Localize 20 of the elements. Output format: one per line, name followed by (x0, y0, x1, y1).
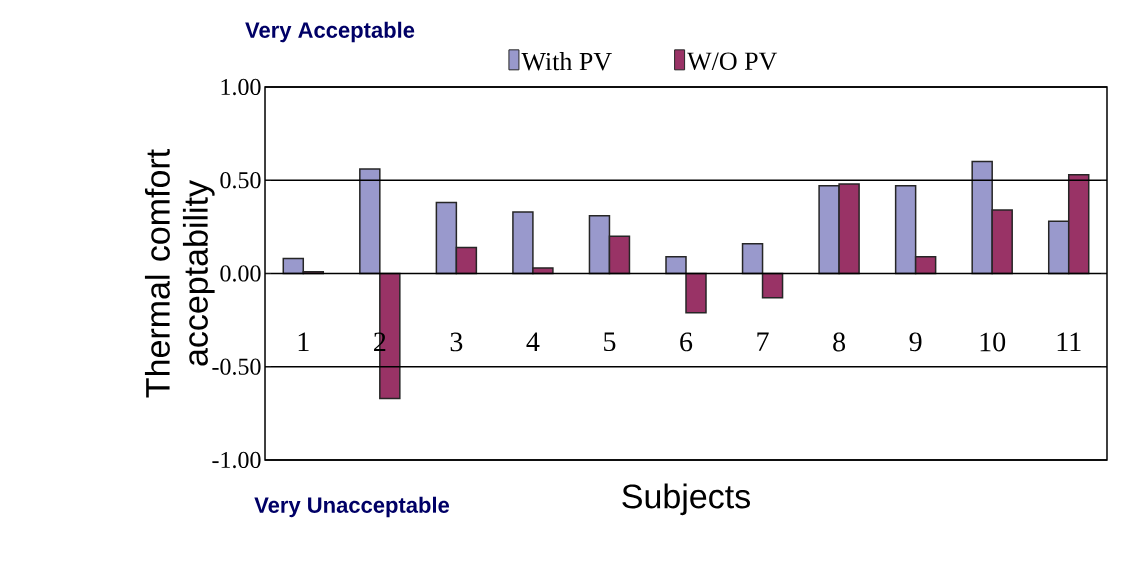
x-tick-label: 9 (909, 332, 922, 352)
legend-label: With PV (521, 52, 612, 71)
text: Very Acceptable (245, 21, 415, 43)
x-tick-label: 5 (604, 332, 616, 352)
x-tick-label: 6 (680, 332, 693, 352)
text: Very Unacceptable (254, 496, 450, 518)
legend-label: W/O PV (687, 52, 778, 71)
x-tick-label: 7 (757, 332, 769, 351)
y-tick-label: 0.50 (220, 172, 261, 189)
x-tick-label: 11 (1057, 332, 1081, 351)
y-tick-label: 0.00 (220, 265, 261, 282)
x-axis-title: Subjects (622, 483, 750, 516)
y-tick-label: -1.00 (212, 451, 261, 469)
x-tick-label: 10 (980, 332, 1006, 352)
x-tick-label: 8 (833, 332, 846, 352)
y-tick-label: 1.00 (221, 78, 261, 96)
x-tick-label: 1 (298, 332, 309, 351)
x-tick-label: 2 (374, 332, 386, 352)
x-tick-label: 3 (450, 332, 463, 352)
x-tick-label: 4 (526, 332, 540, 351)
